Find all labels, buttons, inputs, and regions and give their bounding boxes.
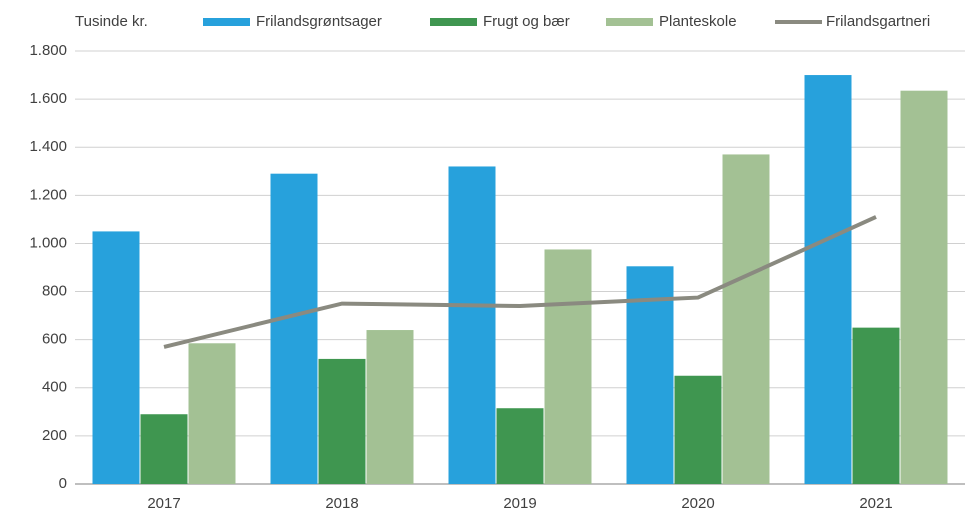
y-tick-label: 1.400 [29, 138, 67, 155]
bar [140, 414, 188, 484]
bar [804, 75, 852, 485]
x-tick-label: 2020 [681, 495, 714, 512]
bar [496, 408, 544, 484]
y-axis-label: Tusinde kr. [75, 13, 148, 30]
y-tick-label: 200 [42, 427, 67, 444]
bar [852, 327, 900, 484]
x-tick-label: 2019 [503, 495, 536, 512]
y-tick-label: 1.000 [29, 234, 67, 251]
bar [448, 166, 496, 484]
legend-swatch [430, 18, 477, 26]
bar [900, 90, 948, 485]
y-tick-label: 1.200 [29, 186, 67, 203]
bar [366, 330, 414, 484]
legend-label: Frilandsgrøntsager [256, 13, 382, 30]
legend-label: Planteskole [659, 13, 737, 30]
y-tick-label: 600 [42, 331, 67, 348]
y-tick-label: 800 [42, 283, 67, 300]
legend-label: Frilandsgartneri [826, 13, 930, 30]
y-tick-label: 400 [42, 379, 67, 396]
bar [188, 343, 236, 484]
bar [92, 231, 140, 484]
legend-swatch [606, 18, 653, 26]
bar [722, 154, 770, 484]
bar [270, 173, 318, 484]
bar [318, 358, 366, 484]
bar [544, 249, 592, 484]
legend-swatch [203, 18, 250, 26]
y-tick-label: 0 [59, 475, 67, 492]
y-tick-label: 1.600 [29, 90, 67, 107]
x-tick-label: 2018 [325, 495, 358, 512]
bar [674, 375, 722, 484]
y-tick-label: 1.800 [29, 42, 67, 59]
legend-label: Frugt og bær [483, 13, 570, 30]
x-tick-label: 2017 [147, 495, 180, 512]
line [163, 215, 877, 349]
x-tick-label: 2021 [859, 495, 892, 512]
